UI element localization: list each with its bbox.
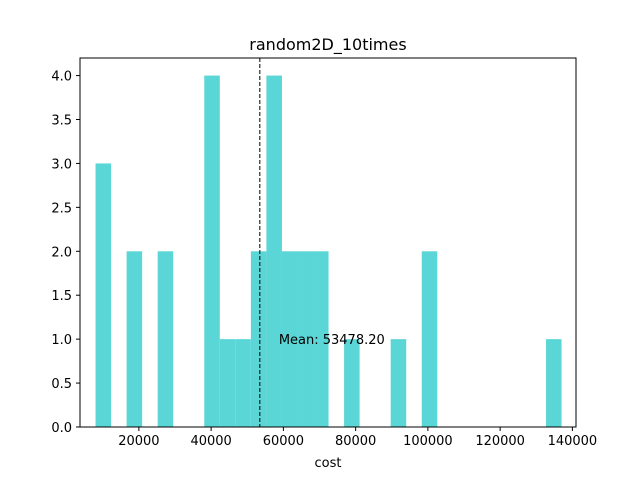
plot-frame — [79, 57, 577, 428]
x-axis-label: cost — [315, 456, 342, 471]
x-tick-label: 40000 — [190, 434, 231, 449]
y-tick-label: 1.0 — [51, 333, 72, 348]
histogram-bar — [313, 251, 329, 427]
histogram-bar — [390, 339, 407, 427]
histogram-bar — [344, 339, 360, 427]
y-tick-label: 0.5 — [51, 377, 72, 392]
x-tick-label: 60000 — [263, 434, 304, 449]
y-tick-label: 4.0 — [51, 70, 72, 85]
mean-annotation: Mean: 53478.20 — [279, 333, 385, 348]
histogram-bar — [95, 163, 112, 427]
histogram-bar — [281, 251, 298, 427]
y-tick-label: 3.0 — [51, 157, 72, 172]
histogram-bar — [297, 251, 314, 427]
histogram-bar — [546, 339, 562, 427]
y-axis-ticks: 0.0 0.5 1.0 1.5 2.0 2.5 3.0 3.5 4.0 — [51, 70, 80, 436]
y-tick-label: 2.0 — [51, 245, 72, 260]
y-tick-label: 0.0 — [51, 421, 72, 436]
chart-title: random2D_10times — [249, 35, 406, 55]
histogram-bar — [204, 75, 220, 428]
y-tick-label: 2.5 — [51, 201, 72, 216]
histogram-bar — [157, 251, 174, 427]
x-tick-label: 80000 — [335, 434, 376, 449]
histogram-bar — [219, 339, 236, 427]
x-tick-label: 120000 — [475, 434, 525, 449]
x-tick-label: 140000 — [548, 434, 598, 449]
histogram-bar — [266, 75, 282, 428]
histogram-bar — [421, 251, 438, 427]
y-tick-label: 3.5 — [51, 114, 72, 129]
x-tick-label: 100000 — [403, 434, 453, 449]
y-tick-label: 1.5 — [51, 289, 72, 304]
histogram-bar — [235, 339, 251, 427]
x-tick-label: 20000 — [118, 434, 159, 449]
histogram-bar — [126, 251, 143, 427]
histogram-bar — [250, 251, 267, 427]
bars-group — [95, 75, 562, 428]
x-axis-ticks: 20000 40000 60000 80000 100000 120000 140000 — [118, 427, 597, 449]
